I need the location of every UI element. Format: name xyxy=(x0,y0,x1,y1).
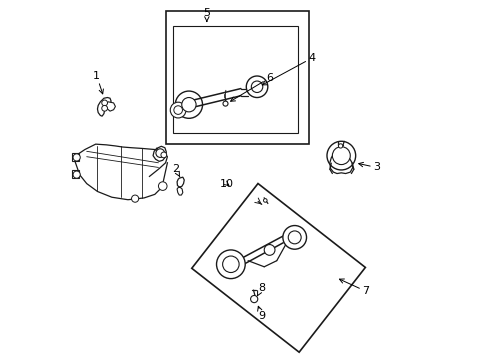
Circle shape xyxy=(326,141,355,170)
Text: 10: 10 xyxy=(220,179,234,189)
Text: 1: 1 xyxy=(93,71,103,94)
Bar xyxy=(72,153,79,161)
Bar xyxy=(165,12,308,144)
Circle shape xyxy=(73,154,80,161)
Circle shape xyxy=(287,231,301,244)
Text: 5: 5 xyxy=(203,8,210,21)
Circle shape xyxy=(161,152,166,158)
Circle shape xyxy=(73,171,80,178)
Circle shape xyxy=(251,81,262,93)
Circle shape xyxy=(102,100,107,106)
Circle shape xyxy=(156,149,164,157)
Circle shape xyxy=(223,101,227,106)
Circle shape xyxy=(264,244,274,255)
Text: 6: 6 xyxy=(230,73,272,101)
Bar xyxy=(72,170,79,178)
Circle shape xyxy=(263,199,266,202)
Text: 2: 2 xyxy=(172,164,180,177)
Polygon shape xyxy=(191,184,365,352)
Circle shape xyxy=(182,98,196,112)
Bar xyxy=(172,26,298,134)
Circle shape xyxy=(216,250,244,279)
Circle shape xyxy=(170,102,185,118)
Polygon shape xyxy=(104,102,115,111)
Text: 4: 4 xyxy=(262,53,315,85)
Circle shape xyxy=(175,91,202,118)
Polygon shape xyxy=(97,98,111,116)
Polygon shape xyxy=(177,177,184,187)
Text: 3: 3 xyxy=(358,162,379,172)
Circle shape xyxy=(332,147,349,165)
Circle shape xyxy=(158,182,167,190)
Circle shape xyxy=(246,76,267,98)
Circle shape xyxy=(222,256,239,273)
Text: 7: 7 xyxy=(339,279,368,296)
Circle shape xyxy=(338,144,342,148)
Text: 8: 8 xyxy=(257,283,264,296)
Circle shape xyxy=(102,105,107,111)
Text: 9: 9 xyxy=(257,306,264,321)
Circle shape xyxy=(282,226,306,249)
Circle shape xyxy=(131,195,139,202)
Circle shape xyxy=(174,106,182,114)
Circle shape xyxy=(250,296,257,303)
